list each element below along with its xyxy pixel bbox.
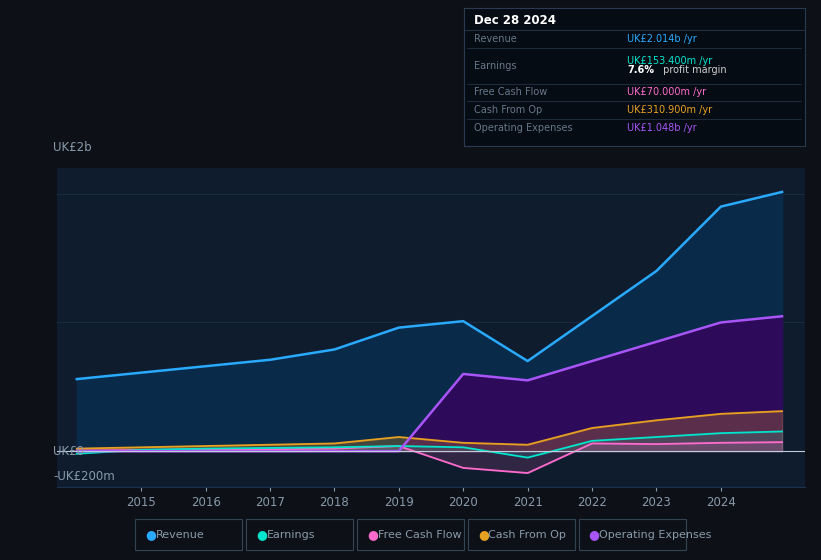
Text: 7.6%: 7.6%	[627, 66, 654, 75]
Text: UK£70.000m /yr: UK£70.000m /yr	[627, 87, 707, 97]
Text: ●: ●	[478, 528, 488, 542]
Text: ●: ●	[256, 528, 267, 542]
Text: Earnings: Earnings	[474, 61, 516, 71]
Text: Operating Expenses: Operating Expenses	[474, 123, 573, 133]
Text: UK£1.048b /yr: UK£1.048b /yr	[627, 123, 697, 133]
Text: Revenue: Revenue	[156, 530, 204, 540]
Text: Revenue: Revenue	[474, 34, 517, 44]
Text: Cash From Op: Cash From Op	[474, 105, 543, 115]
Text: Free Cash Flow: Free Cash Flow	[378, 530, 461, 540]
Text: Earnings: Earnings	[267, 530, 315, 540]
Text: UK£310.900m /yr: UK£310.900m /yr	[627, 105, 713, 115]
Text: Dec 28 2024: Dec 28 2024	[474, 14, 556, 27]
Text: Free Cash Flow: Free Cash Flow	[474, 87, 548, 97]
Text: UK£2b: UK£2b	[53, 141, 92, 154]
Text: -UK£200m: -UK£200m	[53, 470, 115, 483]
Text: ●: ●	[145, 528, 156, 542]
Text: Cash From Op: Cash From Op	[488, 530, 566, 540]
Text: ●: ●	[589, 528, 599, 542]
Text: ●: ●	[367, 528, 378, 542]
Text: UK£0: UK£0	[53, 445, 85, 458]
Text: Operating Expenses: Operating Expenses	[599, 530, 712, 540]
Text: UK£153.400m /yr: UK£153.400m /yr	[627, 57, 713, 67]
Text: profit margin: profit margin	[660, 66, 727, 75]
Text: UK£2.014b /yr: UK£2.014b /yr	[627, 34, 697, 44]
